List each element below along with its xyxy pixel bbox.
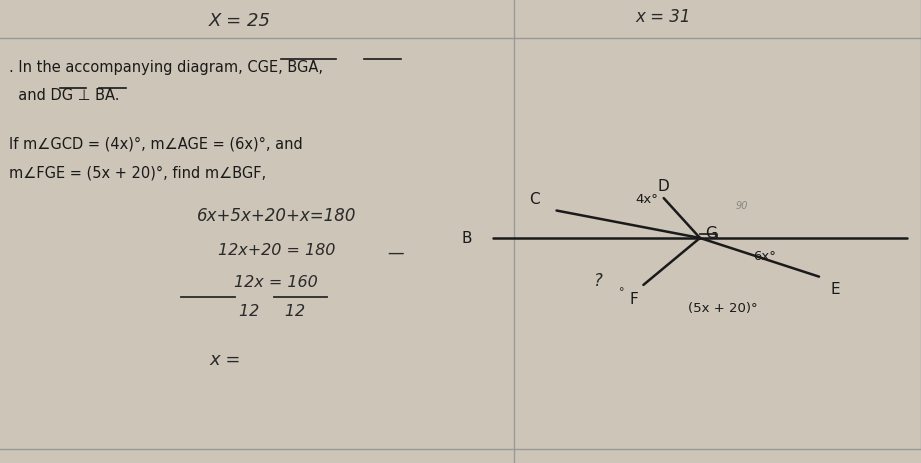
Text: D: D [658,178,670,193]
Text: 12x = 160: 12x = 160 [235,274,318,289]
Text: E: E [831,281,841,296]
Text: X = 25: X = 25 [208,12,271,30]
Text: (5x + 20)°: (5x + 20)° [688,301,758,314]
Text: 12     12: 12 12 [239,304,305,319]
Text: . In the accompanying diagram, CGE, BGA,: . In the accompanying diagram, CGE, BGA, [9,60,323,75]
Text: C: C [529,192,540,207]
Text: G: G [705,225,717,240]
Text: °: ° [619,287,624,297]
Text: B: B [461,231,472,246]
Text: and DG ⊥ BA.: and DG ⊥ BA. [9,88,120,102]
Text: x = 31: x = 31 [635,8,691,26]
Text: 12x+20 = 180: 12x+20 = 180 [217,243,335,257]
Text: ?: ? [594,271,603,289]
Text: 90: 90 [735,201,748,211]
Text: —: — [388,244,404,261]
Text: x =: x = [210,350,241,368]
Text: 6x°: 6x° [753,250,775,263]
Text: F: F [630,292,638,307]
Text: 4x°: 4x° [635,193,658,206]
Text: If m∠GCD = (4x)°, m∠AGE = (6x)°, and: If m∠GCD = (4x)°, m∠AGE = (6x)°, and [9,136,303,151]
Text: m∠FGE = (5x + 20)°, find m∠BGF,: m∠FGE = (5x + 20)°, find m∠BGF, [9,165,266,180]
Text: 6x+5x+20+x=180: 6x+5x+20+x=180 [196,206,356,224]
